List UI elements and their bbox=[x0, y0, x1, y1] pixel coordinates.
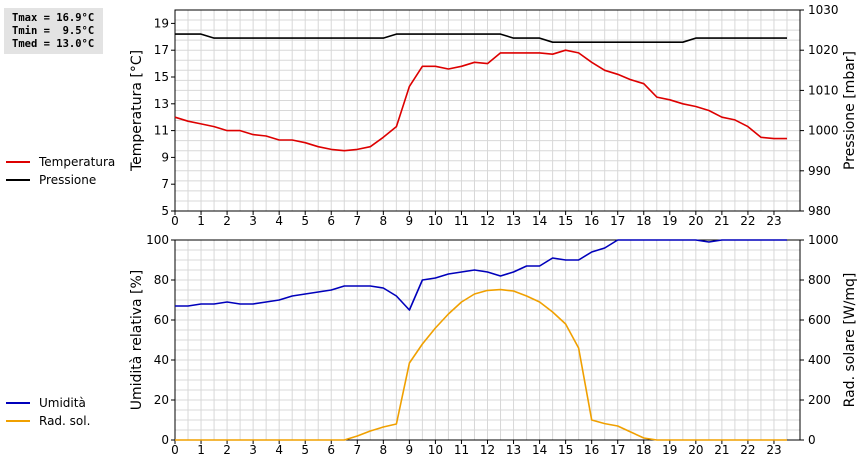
x-tick-label: 10 bbox=[428, 214, 443, 228]
x-tick-label: 7 bbox=[353, 214, 361, 228]
y-left-tick-label: 17 bbox=[154, 43, 169, 57]
x-tick-label: 12 bbox=[480, 443, 495, 457]
series-line-rad-sol bbox=[175, 288, 787, 441]
y-right-tick-label: 980 bbox=[808, 204, 831, 218]
x-tick-label: 18 bbox=[636, 214, 651, 228]
y-left-tick-label: 7 bbox=[161, 177, 169, 191]
x-tick-label: 16 bbox=[584, 443, 599, 457]
y-right-tick-label: 1000 bbox=[808, 124, 839, 138]
series-line-temperatura bbox=[174, 49, 787, 152]
y-left-axis-title: Umidità relativa [%] bbox=[129, 270, 145, 411]
umidita-swatch bbox=[6, 402, 30, 404]
x-tick-label: 3 bbox=[249, 443, 257, 457]
x-tick-label: 13 bbox=[506, 443, 521, 457]
y-right-axis-title: Rad. solare [W/mq] bbox=[842, 273, 858, 408]
y-left-tick-label: 40 bbox=[154, 353, 169, 367]
series-line-umidita bbox=[175, 239, 787, 311]
tmin-label: Tmin = 9.5°C bbox=[12, 25, 95, 37]
y-right-tick-label: 0 bbox=[808, 433, 816, 447]
x-tick-label: 18 bbox=[636, 443, 651, 457]
x-tick-label: 19 bbox=[662, 443, 677, 457]
y-left-tick-label: 5 bbox=[161, 204, 169, 218]
legend-label-pressione: Pressione bbox=[39, 173, 97, 187]
stats-box: Tmax = 16.9°C Tmin = 9.5°C Tmed = 13.0°C bbox=[4, 8, 103, 54]
y-left-tick-label: 13 bbox=[154, 97, 169, 111]
y-right-tick-label: 600 bbox=[808, 313, 831, 327]
y-left-axis-title: Temperatura [°C] bbox=[129, 50, 145, 172]
x-tick-label: 11 bbox=[454, 214, 469, 228]
x-tick-label: 16 bbox=[584, 214, 599, 228]
chart-panel-top: 0 1 2 3 4 5 6 7 8 9 10 11 12 13 14 15 16 17 18 19 20 21 22 2357… bbox=[129, 3, 858, 228]
temperatura-swatch bbox=[6, 161, 30, 163]
y-left-tick-label: 9 bbox=[161, 150, 169, 164]
x-tick-label: 7 bbox=[353, 443, 361, 457]
x-tick-label: 22 bbox=[740, 214, 755, 228]
x-tick-label: 1 bbox=[197, 443, 205, 457]
y-right-tick-label: 800 bbox=[808, 273, 831, 287]
pressione-swatch bbox=[6, 179, 30, 181]
legend-label-rad-sol: Rad. sol. bbox=[39, 414, 91, 428]
x-tick-label: 9 bbox=[406, 214, 414, 228]
x-tick-label: 19 bbox=[662, 214, 677, 228]
chart-panel-bottom: 0 1 2 3 4 5 6 7 8 9 10 11 12 13 14 15 16 17 18 19 20 21 22 2302… bbox=[129, 233, 858, 457]
y-left-tick-label: 60 bbox=[154, 313, 169, 327]
x-tick-label: 3 bbox=[249, 214, 257, 228]
x-tick-label: 5 bbox=[301, 214, 309, 228]
x-tick-label: 17 bbox=[610, 214, 625, 228]
x-tick-label: 22 bbox=[740, 443, 755, 457]
y-left-tick-label: 80 bbox=[154, 273, 169, 287]
x-tick-label: 4 bbox=[275, 214, 283, 228]
y-right-tick-label: 400 bbox=[808, 353, 831, 367]
y-right-tick-label: 200 bbox=[808, 393, 831, 407]
x-tick-label: 14 bbox=[532, 443, 547, 457]
y-right-axis-title: Pressione [mbar] bbox=[842, 51, 858, 170]
x-tick-label: 23 bbox=[766, 214, 781, 228]
x-tick-label: 13 bbox=[506, 214, 521, 228]
x-tick-label: 8 bbox=[380, 214, 388, 228]
x-tick-label: 8 bbox=[380, 443, 388, 457]
x-tick-label: 0 bbox=[171, 214, 179, 228]
x-tick-label: 6 bbox=[327, 214, 335, 228]
y-left-tick-label: 19 bbox=[154, 16, 169, 30]
legend-label-temperatura: Temperatura bbox=[39, 155, 116, 169]
y-left-tick-label: 0 bbox=[161, 433, 169, 447]
x-tick-label: 17 bbox=[610, 443, 625, 457]
y-right-tick-label: 1000 bbox=[808, 233, 839, 247]
x-tick-label: 21 bbox=[714, 214, 729, 228]
x-tick-label: 21 bbox=[714, 443, 729, 457]
x-tick-label: 20 bbox=[688, 443, 703, 457]
y-left-tick-label: 15 bbox=[154, 70, 169, 84]
y-left-tick-label: 20 bbox=[154, 393, 169, 407]
x-tick-label: 4 bbox=[275, 443, 283, 457]
y-left-tick-label: 100 bbox=[146, 233, 169, 247]
y-left-tick-label: 11 bbox=[154, 124, 169, 138]
x-tick-label: 15 bbox=[558, 443, 573, 457]
x-tick-label: 5 bbox=[301, 443, 309, 457]
x-tick-label: 1 bbox=[197, 214, 205, 228]
x-tick-label: 14 bbox=[532, 214, 547, 228]
tmax-label: Tmax = 16.9°C bbox=[12, 12, 95, 24]
y-right-tick-label: 1010 bbox=[808, 83, 839, 97]
x-tick-label: 9 bbox=[406, 443, 414, 457]
y-right-tick-label: 1020 bbox=[808, 43, 839, 57]
rad-sol-swatch bbox=[6, 420, 30, 422]
y-right-tick-label: 1030 bbox=[808, 3, 839, 17]
x-tick-label: 2 bbox=[223, 214, 231, 228]
x-tick-label: 2 bbox=[223, 443, 231, 457]
x-tick-label: 15 bbox=[558, 214, 573, 228]
x-tick-label: 20 bbox=[688, 214, 703, 228]
y-right-tick-label: 990 bbox=[808, 164, 831, 178]
x-tick-label: 10 bbox=[428, 443, 443, 457]
x-tick-label: 11 bbox=[454, 443, 469, 457]
x-tick-label: 0 bbox=[171, 443, 179, 457]
x-tick-label: 12 bbox=[480, 214, 495, 228]
series-line-pressione bbox=[175, 33, 787, 44]
legend-label-umidita: Umidità bbox=[39, 396, 86, 410]
x-tick-label: 6 bbox=[327, 443, 335, 457]
tmed-label: Tmed = 13.0°C bbox=[12, 38, 95, 50]
x-tick-label: 23 bbox=[766, 443, 781, 457]
